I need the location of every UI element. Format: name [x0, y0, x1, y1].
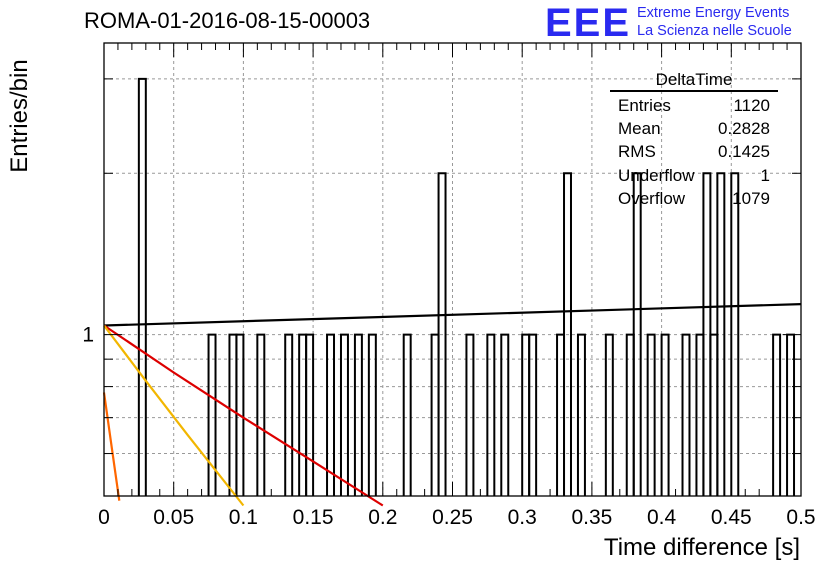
y-axis-label: Entries/bin: [6, 59, 33, 173]
histogram-bar: [528, 333, 538, 496]
histogram-bar: [660, 333, 670, 496]
stats-value: 0.2828: [718, 119, 770, 139]
x-axis-label: Time difference [s]: [603, 534, 800, 561]
fit-curves: [102, 303, 802, 507]
histogram-bars: [137, 77, 796, 496]
histogram-bar: [402, 333, 412, 496]
stats-title: DeltaTime: [655, 70, 733, 89]
histogram-bar: [353, 333, 363, 496]
x-tick-label: 0.25: [432, 506, 473, 529]
y-tick-label: 1: [82, 324, 94, 347]
fit-curve: [103, 303, 802, 327]
stats-value: 1079: [732, 188, 770, 208]
histogram-bar: [576, 333, 586, 496]
logo-line-2: La Scienza nelle Scuole: [637, 23, 792, 39]
fit-curve: [103, 324, 245, 507]
x-tick-label: 0.3: [508, 506, 537, 529]
stats-row: RMS 0.1425: [610, 140, 778, 163]
histogram-bar: [465, 333, 475, 496]
stats-label: RMS: [618, 142, 656, 162]
x-tick-label: 0.35: [571, 506, 612, 529]
histogram-bar: [235, 333, 245, 496]
histogram-bar: [730, 172, 740, 496]
x-tick-label: 0.2: [368, 506, 397, 529]
stats-row: Overflow 1079: [610, 187, 778, 210]
stats-label: Overflow: [618, 188, 686, 208]
histogram-bar: [646, 333, 656, 496]
stats-row: Mean 0.2828: [610, 117, 778, 140]
histogram-bar: [305, 333, 315, 496]
histogram-bar: [256, 333, 266, 496]
histogram-bar: [137, 77, 147, 496]
x-tick-label: 0.4: [647, 506, 677, 529]
x-tick-label: 0.05: [153, 506, 194, 529]
fit-curve: [102, 392, 121, 501]
stats-value: 0.1425: [718, 142, 770, 162]
x-tick-label: 0.1: [229, 506, 258, 529]
stats-value: 1120: [733, 96, 770, 115]
logo-line-1: Extreme Energy Events: [637, 5, 790, 21]
plot-frame: [103, 42, 802, 497]
stats-label: Mean: [618, 119, 661, 139]
stats-divider: [610, 90, 778, 92]
histogram-bar: [486, 333, 496, 496]
axis-ticks: 0 0.05 0.1 0.15 0.2 0.25 0.3 0.35 0.4 0.45 0.5 1: [82, 43, 816, 529]
stats-label: Underflow: [618, 165, 695, 185]
histogram-bar: [681, 333, 691, 496]
grid-lines: [104, 43, 801, 496]
histogram-bar: [604, 333, 614, 496]
chart-title: ROMA-01-2016-08-15-00003: [84, 8, 371, 33]
histogram-bar: [500, 333, 510, 496]
stats-row: Entries 1120: [610, 94, 778, 117]
stats-row: Underflow 1: [610, 164, 778, 187]
histogram-bar: [563, 172, 572, 496]
histogram-bar: [339, 333, 349, 496]
x-tick-label: 0.5: [786, 506, 815, 529]
stats-value: 1: [760, 165, 770, 185]
x-tick-label: 0.15: [293, 506, 334, 529]
histogram-bar: [367, 333, 377, 496]
stats-box: DeltaTime Entries 1120 Mean 0.2828 RMS 0.14…: [610, 70, 778, 210]
histogram-bar: [716, 172, 726, 496]
histogram-bar: [207, 333, 217, 496]
histogram-bar: [284, 333, 294, 496]
histogram-bar: [437, 172, 447, 496]
histogram-bar: [632, 172, 642, 496]
stats-label: Entries: [618, 96, 671, 115]
eee-logo: EEE: [545, 1, 632, 45]
histogram-bar: [772, 333, 782, 496]
histogram-bar: [326, 333, 336, 496]
x-tick-label: 0.45: [711, 506, 752, 529]
x-tick-label: 0: [98, 506, 110, 529]
fit-curve: [103, 324, 384, 507]
